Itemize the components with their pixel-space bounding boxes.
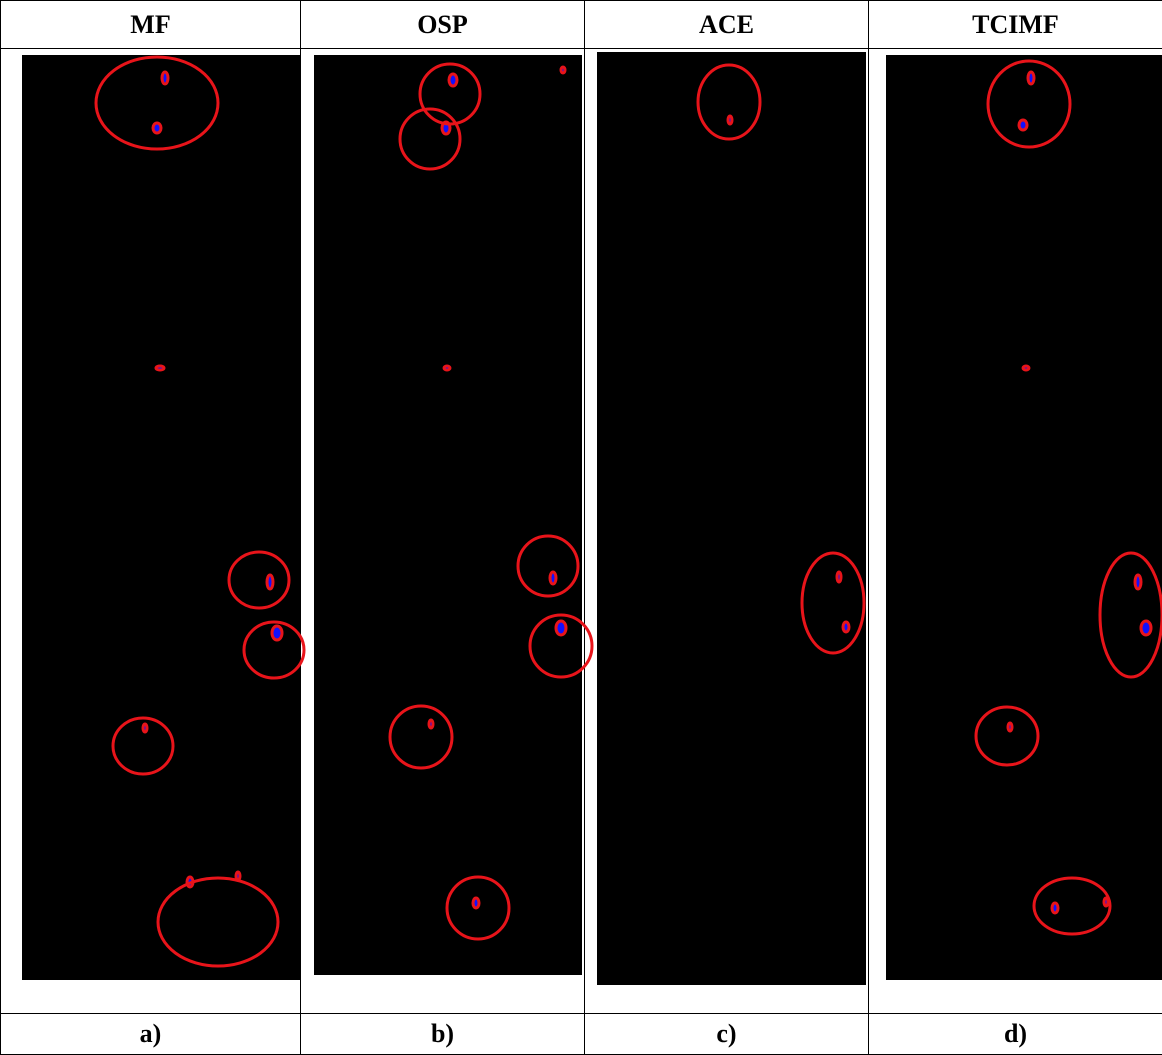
image-cell	[1, 49, 301, 1014]
header-cell: TCIMF	[869, 1, 1162, 49]
image-cell	[301, 49, 585, 1014]
image-row	[1, 49, 1162, 1014]
header-cell: ACE	[585, 1, 869, 49]
caption-cell: c)	[585, 1014, 869, 1055]
image-cell	[585, 49, 869, 1014]
caption-cell: d)	[869, 1014, 1162, 1055]
caption-cell: a)	[1, 1014, 301, 1055]
image-cell	[869, 49, 1162, 1014]
header-cell: OSP	[301, 1, 585, 49]
header-cell: MF	[1, 1, 301, 49]
caption-cell: b)	[301, 1014, 585, 1055]
page: MF OSP ACE TCIMF a) b) c) d)	[0, 0, 1162, 1055]
header-row: MF OSP ACE TCIMF	[1, 1, 1162, 49]
caption-row: a) b) c) d)	[1, 1014, 1162, 1055]
figure-table: MF OSP ACE TCIMF a) b) c) d)	[0, 0, 1162, 1055]
